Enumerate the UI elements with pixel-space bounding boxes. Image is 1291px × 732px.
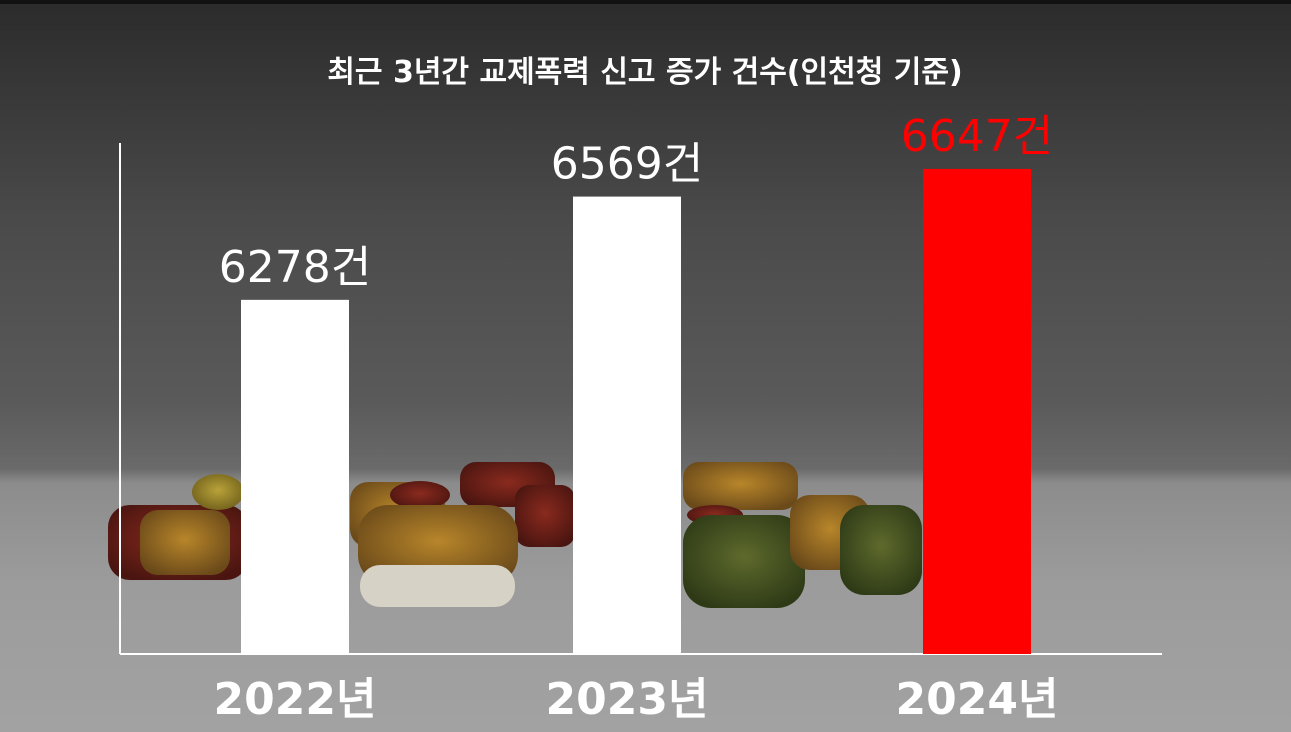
chart-title: 최근 3년간 교제폭력 신고 증가 건수(인천청 기준) bbox=[327, 55, 962, 90]
bars-group bbox=[241, 168, 1031, 655]
value-labels-group: 6278건 6569건 6647건 bbox=[219, 111, 1053, 293]
category-label: 2022년 bbox=[214, 674, 377, 725]
gummy-candies bbox=[108, 462, 922, 608]
category-label: 2024년 bbox=[896, 674, 1059, 725]
value-label: 6278건 bbox=[219, 242, 371, 293]
bar-2023년 bbox=[573, 196, 681, 654]
value-label: 6647건 bbox=[901, 111, 1053, 162]
category-labels-group: 2022년 2023년 2024년 bbox=[214, 674, 1059, 725]
bar-2022년 bbox=[241, 299, 349, 654]
value-label: 6569건 bbox=[551, 139, 703, 190]
bar-2024년 bbox=[923, 168, 1031, 655]
top-border bbox=[0, 0, 1291, 4]
category-label: 2023년 bbox=[546, 674, 709, 725]
